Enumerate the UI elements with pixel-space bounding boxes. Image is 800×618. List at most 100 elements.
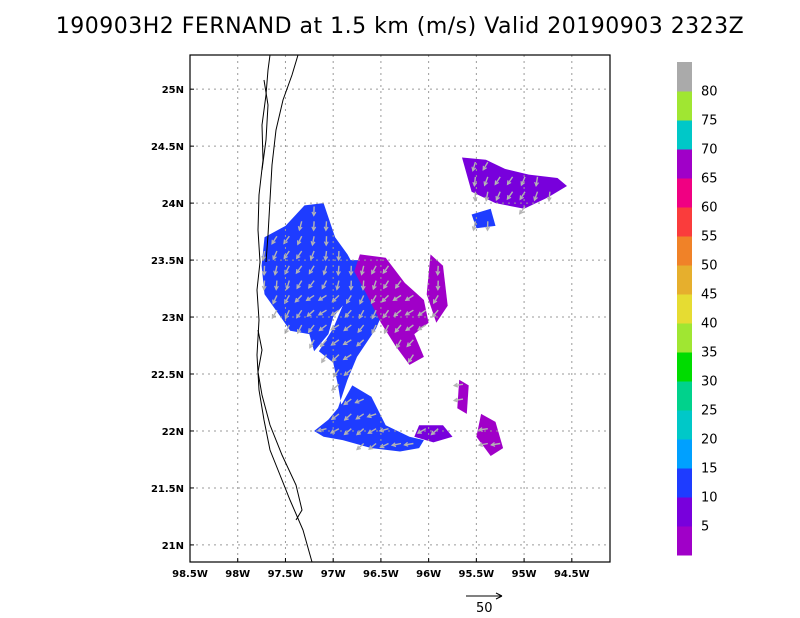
- wind-vector: [295, 265, 303, 275]
- coastline-barrier: [265, 55, 299, 263]
- wind-vector: [482, 161, 489, 171]
- colorbar-label: 55: [701, 230, 718, 245]
- wind-vector: [319, 339, 328, 348]
- wind-vector: [484, 191, 490, 202]
- wind-vector: [490, 442, 501, 447]
- y-tick-label: 23N: [162, 313, 184, 324]
- colorbar-segment: [677, 120, 692, 150]
- wind-vector: [283, 235, 290, 245]
- wind-vector: [417, 324, 427, 331]
- y-tick-label: 22.5N: [151, 370, 184, 381]
- wind-vector: [297, 235, 303, 246]
- wind-vector: [343, 398, 352, 406]
- wind-vector: [321, 280, 328, 290]
- colorbar-segment: [677, 149, 692, 179]
- wind-vector: [477, 442, 488, 447]
- plot-frame: [189, 54, 611, 563]
- wind-vector: [417, 309, 427, 317]
- colorbar-label: 5: [701, 520, 709, 535]
- wind-vector: [378, 427, 389, 433]
- wind-region-se-purple: [476, 413, 504, 456]
- wind-vector: [431, 309, 439, 318]
- wind-vector: [342, 339, 352, 346]
- wind-vector: [306, 309, 315, 318]
- wind-vector: [356, 339, 365, 347]
- wind-vector: [372, 280, 377, 291]
- colorbar-segment: [677, 207, 692, 237]
- wind-vector: [354, 398, 364, 404]
- colorbar-segment: [677, 410, 692, 440]
- colorbar-segment: [677, 468, 692, 498]
- wind-vector: [519, 191, 526, 201]
- wind-vector: [355, 413, 365, 420]
- colorbar-segment: [677, 91, 692, 121]
- chart-title: 190903H2 FERNAND at 1.5 km (m/s) Valid 2…: [55, 14, 745, 39]
- wind-vector: [393, 309, 402, 317]
- reference-arrowhead: [495, 592, 503, 600]
- wind-vector: [358, 309, 365, 320]
- wind-vector: [272, 250, 278, 261]
- wind-vector: [322, 265, 328, 276]
- wind-vector: [336, 250, 342, 262]
- wind-vector: [308, 280, 315, 289]
- wind-vector: [406, 339, 414, 348]
- colorbar-label: 65: [701, 172, 718, 187]
- wind-vector: [311, 221, 317, 232]
- wind-vector: [452, 382, 464, 388]
- reference-vector-label: 50: [476, 601, 493, 616]
- x-tick-label: 94.5W: [554, 569, 590, 580]
- wind-vector: [518, 206, 526, 215]
- colorbar-label: 45: [701, 288, 718, 303]
- wind-vector: [273, 265, 279, 276]
- wind-vector: [394, 280, 402, 289]
- wind-vector: [395, 339, 402, 349]
- wind-vector: [296, 309, 303, 319]
- wind-vector: [495, 191, 501, 202]
- wind-vector: [274, 280, 279, 291]
- wind-vector: [343, 413, 352, 421]
- wind-region-southern-arm: [314, 385, 424, 452]
- wind-vector: [360, 280, 366, 291]
- wind-vector: [330, 324, 340, 331]
- wind-vector: [271, 235, 278, 245]
- wind-vector: [494, 176, 501, 186]
- wind-vector: [382, 265, 390, 275]
- wind-vector: [371, 309, 377, 320]
- wind-vector: [344, 309, 352, 318]
- wind-vector: [368, 442, 377, 450]
- y-tick-label: 21N: [162, 541, 184, 552]
- colorbar-segment: [677, 236, 692, 266]
- x-tick-label: 95W: [512, 569, 537, 580]
- wind-vector: [392, 294, 402, 301]
- y-tick-label: 24N: [162, 199, 184, 210]
- colorbar-label: 70: [701, 143, 718, 158]
- colorbar-label: 35: [701, 346, 718, 361]
- colorbar-segment: [677, 381, 692, 411]
- wind-vector: [382, 309, 390, 319]
- colorbar-label: 40: [701, 317, 718, 332]
- x-tick-label: 96.5W: [363, 569, 399, 580]
- wind-vector: [506, 176, 514, 186]
- y-tick-label: 21.5N: [151, 484, 184, 495]
- wind-vector: [390, 442, 402, 448]
- wind-vector: [407, 354, 414, 364]
- wind-vector: [342, 354, 352, 361]
- y-tick-label: 23.5N: [151, 256, 184, 267]
- wind-vector: [403, 441, 414, 447]
- wind-vector: [506, 191, 514, 201]
- x-tick-label: 98.5W: [172, 569, 208, 580]
- coastline-lagoon: [257, 79, 303, 521]
- coastline-mainland: [256, 55, 313, 562]
- wind-vector: [343, 368, 352, 377]
- wind-vector: [296, 280, 303, 290]
- colorbar-segment: [677, 178, 692, 208]
- wind-vector: [343, 324, 352, 332]
- colorbar-label: 50: [701, 259, 718, 274]
- colorbar-label: 75: [701, 114, 718, 129]
- wind-vector: [331, 383, 340, 391]
- y-tick-label: 24.5N: [151, 142, 184, 153]
- wind-vector: [348, 280, 354, 291]
- wind-region-purple-core: [354, 254, 429, 365]
- wind-vector: [297, 221, 303, 232]
